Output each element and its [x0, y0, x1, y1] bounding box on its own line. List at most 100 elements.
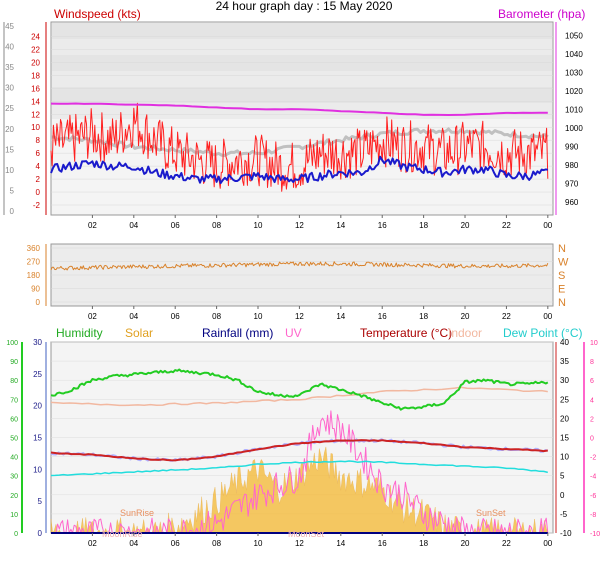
x-tick-label: 12	[295, 539, 304, 548]
wind-direction-line	[50, 261, 549, 271]
humidity-label: Humidity	[56, 326, 103, 340]
rainfall-tick-label: 25	[33, 370, 42, 379]
dewpoint-line	[50, 460, 548, 477]
x-tick-label: 08	[212, 539, 221, 548]
temperature-tick-label: 30	[560, 376, 569, 385]
compass-tick-label: W	[558, 257, 569, 269]
temperature-tick-label: 20	[560, 414, 569, 423]
uv-tick-label: -4	[590, 474, 596, 481]
panel1-band	[52, 39, 552, 55]
temperature-tick-label: 25	[560, 395, 569, 404]
barometer-tick-label: 1020	[565, 87, 583, 96]
barometer-tick-label: 1000	[565, 124, 583, 133]
windspeed-tick-label: 8	[36, 136, 41, 145]
windspeed-tick-label: 4	[36, 162, 41, 171]
humidity-tick-label: 40	[10, 455, 18, 462]
x-tick-label: 00	[543, 539, 552, 548]
windspeed-tick-label: -2	[33, 201, 41, 210]
windspeed-line	[50, 102, 549, 192]
rainfall-tick-label: 0	[38, 529, 43, 538]
direction-tick-label: 0	[36, 298, 41, 307]
compass-tick-label: E	[558, 284, 565, 296]
windspeed-outer-tick-label: 40	[5, 43, 14, 52]
windspeed-outer-tick-label: 15	[5, 145, 14, 154]
moonrise-annotation: MoonRise	[102, 529, 143, 539]
windspeed-tick-label: 16	[31, 84, 40, 93]
panel1-band	[52, 71, 552, 87]
windspeed-outer-tick-label: 5	[10, 186, 15, 195]
windspeed-tick-label: 18	[31, 71, 40, 80]
x-tick-label: 20	[461, 221, 470, 230]
windspeed-tick-label: 20	[31, 58, 40, 67]
windspeed-outer-tick-label: 10	[5, 166, 14, 175]
x-tick-label: 18	[419, 539, 428, 548]
indoor-line	[50, 386, 548, 407]
humidity-tick-label: 90	[10, 359, 18, 366]
windspeed-tick-label: 0	[36, 188, 41, 197]
x-tick-label: 00	[543, 221, 552, 230]
humidity-tick-label: 80	[10, 378, 18, 385]
uv-tick-label: 4	[590, 397, 594, 404]
gust-trend-line	[50, 127, 549, 157]
temperature-tick-label: 10	[560, 453, 569, 462]
panel1-band	[52, 55, 552, 71]
x-tick-label: 04	[129, 312, 138, 321]
x-tick-label: 04	[129, 539, 138, 548]
uv-tick-label: 8	[590, 359, 594, 366]
sunset-annotation: SunSet	[476, 508, 506, 518]
windspeed-tick-label: 14	[31, 97, 40, 106]
windspeed-tick-label: 24	[31, 32, 40, 41]
uv-tick-label: 10	[590, 340, 598, 347]
windspeed-tick-label: 2	[36, 175, 41, 184]
x-tick-label: 02	[88, 221, 97, 230]
compass-tick-label: S	[558, 270, 565, 282]
average-speed-line	[50, 155, 548, 185]
solar-label: Solar	[125, 326, 153, 340]
x-tick-label: 06	[171, 221, 180, 230]
x-tick-label: 22	[502, 221, 511, 230]
windspeed-outer-tick-label: 25	[5, 104, 14, 113]
x-tick-label: 16	[378, 312, 387, 321]
x-tick-label: 00	[543, 312, 552, 321]
x-tick-label: 02	[88, 312, 97, 321]
compass-tick-label: N	[558, 243, 566, 255]
barometer-tick-label: 990	[565, 142, 579, 151]
humidity-tick-label: 30	[10, 474, 18, 481]
windspeed-outer-tick-label: 35	[5, 63, 14, 72]
rainfall-tick-label: 15	[33, 434, 42, 443]
humidity-tick-label: 100	[6, 340, 18, 347]
windspeed-label: Windspeed (kts)	[54, 7, 141, 21]
temperature-tick-label: 15	[560, 434, 569, 443]
temperature-tick-label: -10	[560, 529, 572, 538]
rainfall-tick-label: 20	[33, 402, 42, 411]
dewpoint-label: Dew Point (°C)	[503, 326, 582, 340]
indoor-label: Indoor	[448, 326, 482, 340]
x-tick-label: 16	[378, 539, 387, 548]
x-tick-label: 08	[212, 312, 221, 321]
chart-title: 24 hour graph day : 15 May 2020	[216, 0, 393, 13]
rainfall-tick-label: 5	[38, 497, 43, 506]
x-tick-label: 20	[461, 539, 470, 548]
x-tick-label: 10	[254, 539, 263, 548]
humidity-line	[50, 368, 549, 411]
rainfall-label: Rainfall (mm)	[202, 326, 273, 340]
x-tick-label: 08	[212, 221, 221, 230]
x-tick-label: 06	[171, 312, 180, 321]
temperature-tick-label: 5	[560, 472, 565, 481]
x-tick-label: 14	[336, 312, 345, 321]
uv-tick-label: -2	[590, 455, 596, 462]
x-tick-label: 02	[88, 539, 97, 548]
windspeed-outer-tick-label: 0	[10, 207, 15, 216]
barometer-tick-label: 1030	[565, 68, 583, 77]
temperature-tick-label: 40	[560, 338, 569, 347]
x-tick-label: 14	[336, 221, 345, 230]
humidity-tick-label: 10	[10, 512, 18, 519]
barometer-tick-label: 980	[565, 161, 579, 170]
uv-tick-label: -10	[590, 531, 600, 538]
windspeed-outer-tick-label: 45	[5, 22, 14, 31]
barometer-tick-label: 1010	[565, 105, 583, 114]
temperature-label: Temperature (°C)	[360, 326, 452, 340]
x-tick-label: 12	[295, 221, 304, 230]
x-tick-label: 22	[502, 312, 511, 321]
